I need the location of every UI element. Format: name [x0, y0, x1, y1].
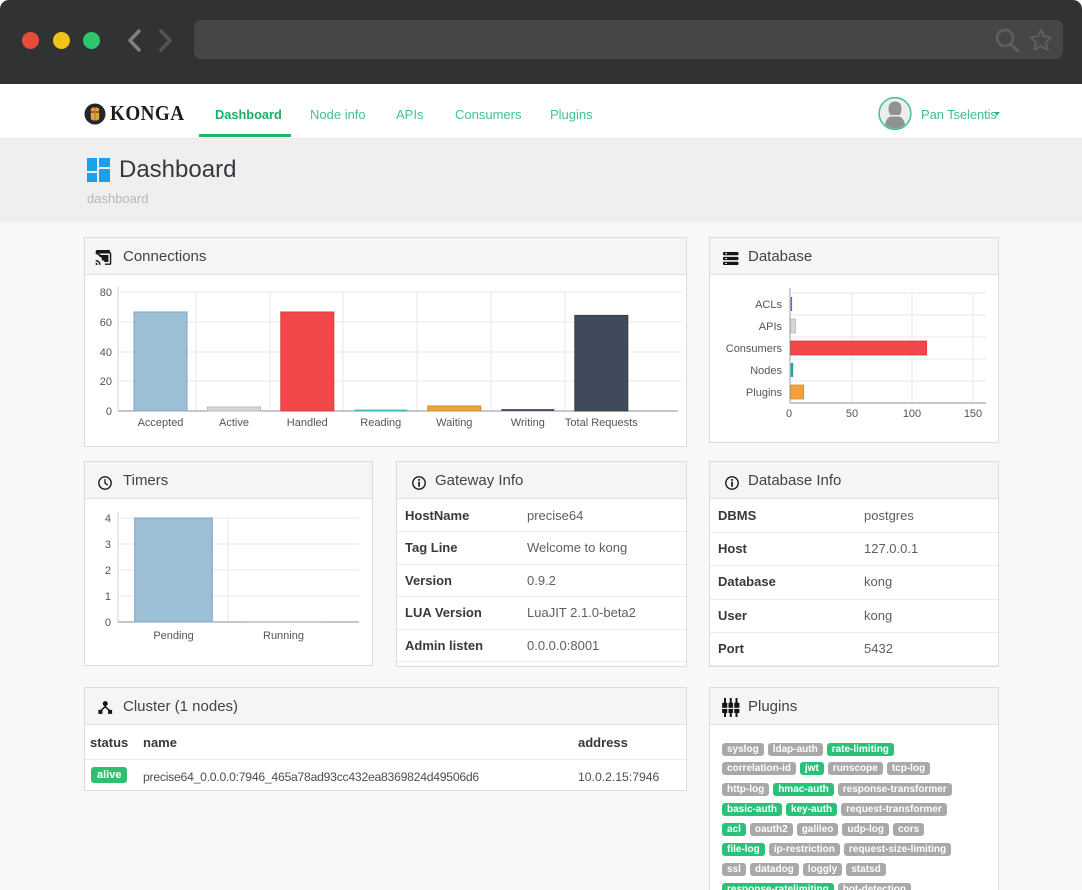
- svg-text:150: 150: [964, 408, 982, 420]
- svg-text:20: 20: [100, 376, 112, 388]
- svg-text:Handled: Handled: [287, 417, 328, 429]
- svg-text:80: 80: [100, 287, 112, 299]
- svg-text:0: 0: [105, 617, 111, 629]
- svg-text:4: 4: [105, 513, 111, 525]
- svg-text:Total Requests: Total Requests: [565, 417, 638, 429]
- svg-text:2: 2: [105, 565, 111, 577]
- svg-text:Accepted: Accepted: [138, 417, 184, 429]
- svg-text:Plugins: Plugins: [746, 387, 783, 399]
- svg-text:Pending: Pending: [153, 630, 193, 642]
- svg-text:60: 60: [100, 317, 112, 329]
- svg-text:0: 0: [786, 408, 792, 420]
- svg-text:ACLs: ACLs: [755, 299, 782, 311]
- svg-text:3: 3: [105, 539, 111, 551]
- svg-text:Consumers: Consumers: [726, 343, 783, 355]
- svg-text:Nodes: Nodes: [750, 365, 782, 377]
- svg-text:Running: Running: [263, 630, 304, 642]
- svg-text:0: 0: [106, 406, 112, 418]
- svg-text:50: 50: [846, 408, 858, 420]
- svg-text:1: 1: [105, 591, 111, 603]
- svg-text:40: 40: [100, 347, 112, 359]
- svg-text:100: 100: [903, 408, 921, 420]
- svg-text:Active: Active: [219, 417, 249, 429]
- svg-text:Writing: Writing: [511, 417, 545, 429]
- svg-text:APIs: APIs: [759, 321, 783, 333]
- svg-text:Waiting: Waiting: [436, 417, 472, 429]
- svg-text:Reading: Reading: [360, 417, 401, 429]
